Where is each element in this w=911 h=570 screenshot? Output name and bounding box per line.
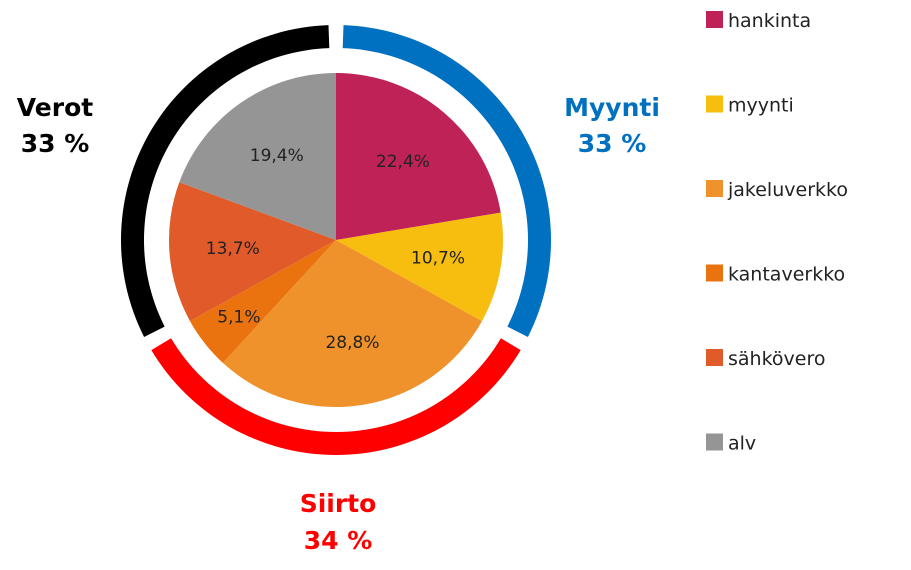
legend-swatch-jakeluverkko: [706, 180, 723, 197]
group-name-verot: Verot: [17, 93, 93, 122]
legend-label-myynti: myynti: [728, 95, 794, 117]
pie-slice-myynti: [336, 212, 503, 322]
legend-label-kantaverkko: kantaverkko: [728, 264, 845, 286]
ring-segment-myynti: [342, 25, 551, 337]
legend-swatch-myynti: [706, 95, 723, 113]
group-name-myynti: Myynti: [564, 93, 660, 122]
legend-label-alv: alv: [728, 433, 756, 455]
inner-pie: [169, 73, 503, 408]
pie-slice-alv: [179, 73, 336, 240]
slice-labels: 22,4% 10,7% 28,8% 5,1% 13,7% 19,4%: [206, 146, 465, 353]
ring-segment-siirto: [151, 338, 521, 456]
legend-swatch-hankinta: [706, 11, 723, 28]
slice-label-alv: 19,4%: [250, 146, 304, 166]
group-pct-verot: 33 %: [21, 129, 90, 158]
legend-label-jakeluverkko: jakeluverkko: [727, 179, 848, 201]
pie-slice-kantaverkko: [189, 240, 336, 363]
outer-ring: [121, 25, 551, 456]
pie-slice-sahkovero: [169, 182, 336, 322]
group-pct-myynti: 33 %: [578, 129, 647, 158]
slice-label-jakeluverkko: 28,8%: [325, 333, 379, 353]
slice-label-kantaverkko: 5,1%: [217, 307, 260, 327]
slice-label-myynti: 10,7%: [411, 249, 465, 269]
legend-swatch-alv: [706, 433, 723, 451]
ring-segment-verot: [121, 25, 330, 337]
slice-label-sahkovero: 13,7%: [206, 239, 260, 259]
pie-slice-jakeluverkko: [222, 240, 483, 408]
legend: hankinta myynti jakeluverkko kantaverkko säh…: [706, 10, 848, 455]
slice-label-hankinta: 22,4%: [376, 152, 430, 172]
legend-label-sahkovero: sähkövero: [728, 348, 826, 370]
legend-swatch-sahkovero: [706, 349, 723, 366]
group-name-siirto: Siirto: [300, 489, 377, 518]
group-pct-siirto: 34 %: [304, 526, 373, 555]
pie-slice-hankinta: [336, 73, 501, 240]
legend-swatch-kantaverkko: [706, 264, 723, 282]
legend-label-hankinta: hankinta: [728, 10, 811, 32]
